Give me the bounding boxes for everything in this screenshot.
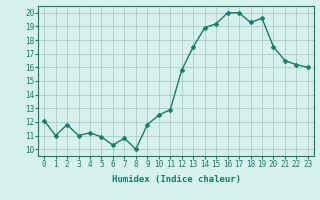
- X-axis label: Humidex (Indice chaleur): Humidex (Indice chaleur): [111, 175, 241, 184]
